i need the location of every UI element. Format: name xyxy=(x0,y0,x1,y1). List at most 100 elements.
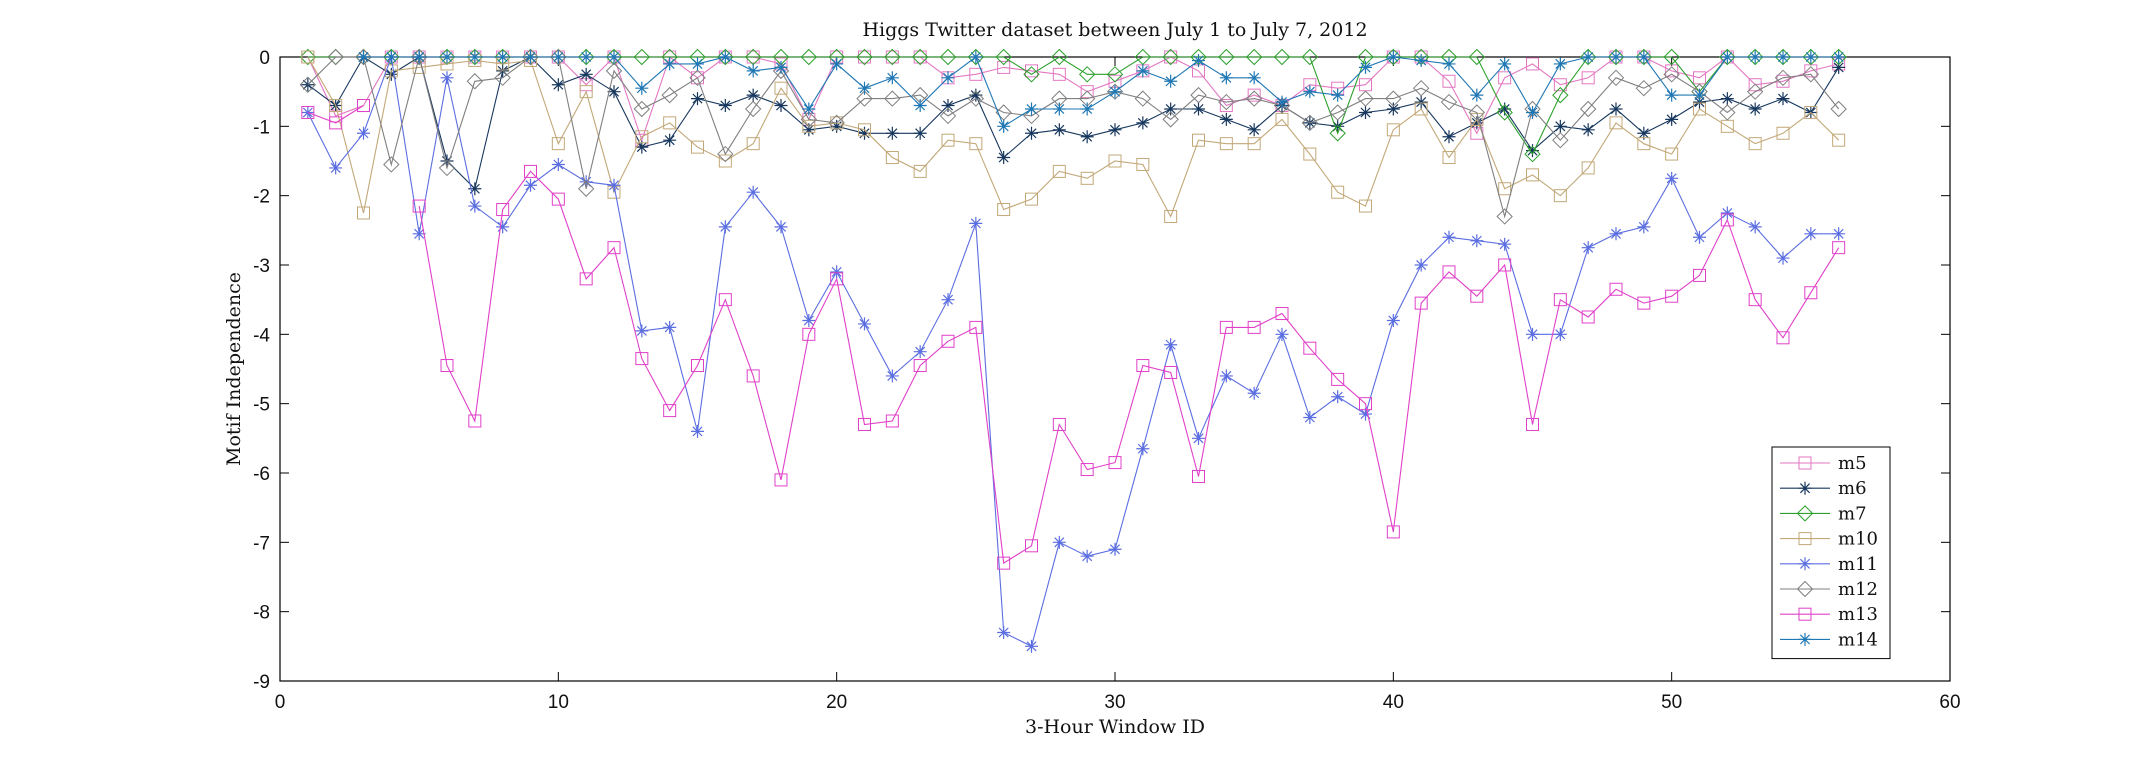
point-m6 xyxy=(1025,126,1038,140)
point-m13 xyxy=(691,359,704,373)
point-m11 xyxy=(663,320,677,334)
point-m14 xyxy=(1693,88,1706,102)
x-tick-label: 40 xyxy=(1383,692,1404,713)
point-m6 xyxy=(746,88,760,102)
point-m10 xyxy=(1359,199,1372,213)
point-m14 xyxy=(858,81,871,95)
point-m13 xyxy=(1025,539,1038,553)
point-m10 xyxy=(802,119,816,133)
point-m11 xyxy=(969,216,983,230)
point-m11 xyxy=(635,324,649,338)
point-m7 xyxy=(1301,48,1319,66)
point-m10 xyxy=(746,137,760,151)
legend-label: m11 xyxy=(1838,554,1878,575)
point-m14 xyxy=(830,57,844,71)
point-m6 xyxy=(1386,102,1400,116)
point-m7 xyxy=(1746,48,1764,66)
point-m6 xyxy=(1442,130,1456,144)
legend-entry-m12: m12 xyxy=(1780,579,1878,600)
y-tick-label: -1 xyxy=(253,117,270,138)
point-m10 xyxy=(1553,189,1567,203)
point-m10 xyxy=(1386,123,1400,137)
point-m13 xyxy=(802,327,816,341)
legend-marker xyxy=(1798,532,1812,546)
series-line-m5 xyxy=(307,55,1839,142)
point-m13 xyxy=(1581,310,1595,324)
point-m13 xyxy=(496,203,510,217)
point-m6 xyxy=(663,133,677,147)
point-m14 xyxy=(1275,95,1289,109)
point-m13 xyxy=(1470,289,1484,303)
point-m13 xyxy=(1386,525,1400,539)
legend-marker xyxy=(1798,607,1812,621)
point-m10 xyxy=(1025,192,1038,206)
point-m11 xyxy=(1136,442,1150,456)
point-m5 xyxy=(1052,67,1066,81)
point-m12 xyxy=(1746,83,1764,100)
point-m13 xyxy=(551,192,565,206)
point-m12 xyxy=(1440,93,1458,111)
point-m6 xyxy=(1359,105,1372,119)
point-m11 xyxy=(1581,241,1595,255)
point-m10 xyxy=(774,81,788,95)
point-m12 xyxy=(1412,79,1430,97)
point-m7 xyxy=(1774,48,1792,66)
point-m14 xyxy=(997,119,1011,133)
point-m5 xyxy=(1526,57,1539,71)
point-m6 xyxy=(1080,130,1094,144)
point-m11 xyxy=(357,126,370,140)
point-m14 xyxy=(1359,60,1372,74)
point-m10 xyxy=(1498,182,1512,196)
legend-entry-m6: m6 xyxy=(1780,478,1867,499)
point-m13 xyxy=(1219,320,1233,334)
point-m13 xyxy=(329,116,343,130)
point-m13 xyxy=(1693,268,1706,282)
point-m14 xyxy=(635,81,649,95)
point-m13 xyxy=(1303,341,1317,355)
point-m10 xyxy=(1442,151,1456,165)
point-m10 xyxy=(941,133,955,147)
point-m7 xyxy=(800,48,818,66)
point-m5 xyxy=(1219,99,1233,113)
point-m10 xyxy=(969,137,983,151)
point-m13 xyxy=(746,369,760,383)
point-m6 xyxy=(941,99,955,113)
legend-entry-m14: m14 xyxy=(1780,629,1878,650)
point-m14 xyxy=(1581,50,1595,64)
point-m7 xyxy=(911,48,929,66)
point-m11 xyxy=(1025,639,1038,653)
y-tick-label: -6 xyxy=(253,464,270,485)
y-tick-label: -3 xyxy=(253,256,270,277)
point-m11 xyxy=(1720,206,1734,220)
point-m10 xyxy=(858,123,871,137)
point-m12 xyxy=(1162,111,1179,128)
point-m13 xyxy=(1498,258,1512,272)
point-m11 xyxy=(774,220,788,234)
point-m12 xyxy=(689,69,706,87)
legend-entry-m5: m5 xyxy=(1780,453,1867,474)
point-m13 xyxy=(1164,365,1178,379)
plot-area xyxy=(279,56,1951,682)
series-line-m13 xyxy=(418,170,1840,565)
legend-box xyxy=(1771,446,1891,660)
point-m6 xyxy=(1108,123,1122,137)
point-m14 xyxy=(718,50,732,64)
series-line-m11 xyxy=(307,54,1839,648)
point-m11 xyxy=(524,178,537,192)
point-m10 xyxy=(1052,164,1066,178)
point-m14 xyxy=(1247,71,1261,85)
point-m11 xyxy=(1637,220,1651,234)
legend-marker xyxy=(1798,481,1812,495)
point-m11 xyxy=(1275,327,1289,341)
point-m6 xyxy=(1136,116,1150,130)
point-m10 xyxy=(329,99,343,113)
point-m7 xyxy=(1106,66,1124,83)
point-m11 xyxy=(1553,327,1567,341)
point-m11 xyxy=(329,161,343,175)
series-layer xyxy=(299,48,1847,653)
series-line-m12 xyxy=(307,56,1840,219)
point-m13 xyxy=(607,241,621,255)
point-m14 xyxy=(1748,50,1762,64)
legend-entry-m13: m13 xyxy=(1780,604,1878,625)
point-m7 xyxy=(1663,48,1680,66)
